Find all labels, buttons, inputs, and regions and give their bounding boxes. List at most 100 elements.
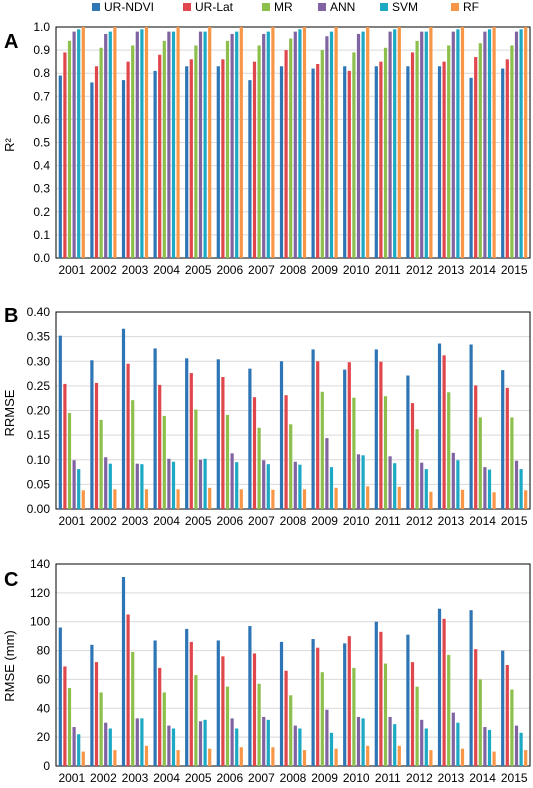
bar — [514, 725, 519, 766]
bar — [429, 27, 433, 258]
bar — [379, 361, 383, 509]
bar — [514, 31, 519, 259]
bar — [171, 31, 176, 259]
bar — [420, 719, 424, 766]
bar — [194, 45, 198, 259]
bar — [266, 464, 270, 509]
bar — [325, 36, 329, 258]
bar — [230, 33, 234, 259]
bar — [379, 631, 383, 766]
bar — [347, 70, 351, 258]
bar — [135, 31, 139, 259]
x-tick-label: 2004 — [153, 771, 180, 785]
legend-item: UR-NDVI — [92, 0, 154, 14]
bar — [99, 47, 103, 258]
bar — [343, 643, 347, 766]
bar — [225, 686, 230, 766]
bar — [194, 409, 198, 509]
y-tick-label: 0.9 — [33, 43, 50, 57]
bar — [216, 66, 220, 259]
bar — [442, 61, 446, 259]
x-tick-label: 2011 — [375, 514, 401, 528]
x-tick-label: 2007 — [248, 514, 275, 528]
bar — [63, 383, 67, 509]
x-tick-label: 2007 — [248, 771, 275, 785]
bar — [451, 712, 455, 766]
bar — [383, 47, 388, 258]
bar — [460, 489, 465, 509]
bar — [437, 608, 442, 766]
bar — [77, 29, 81, 259]
bar — [352, 52, 356, 258]
bar — [289, 695, 293, 766]
bar — [81, 27, 85, 258]
bar — [501, 650, 505, 766]
bar — [99, 692, 103, 766]
bar — [135, 718, 139, 766]
x-tick-label: 2011 — [375, 263, 401, 277]
bar — [320, 672, 324, 766]
y-axis-title: RMSE (mm) — [2, 630, 17, 702]
bar — [379, 61, 383, 259]
x-tick-label: 2009 — [311, 514, 338, 528]
bar — [198, 721, 203, 766]
x-tick-label: 2003 — [122, 771, 149, 785]
bar — [343, 369, 347, 509]
bar — [410, 403, 415, 509]
bar — [505, 387, 509, 509]
bar — [492, 492, 496, 509]
x-tick-label: 2012 — [406, 514, 433, 528]
bar — [478, 679, 482, 766]
bar — [420, 462, 424, 509]
bar — [474, 57, 478, 258]
bar — [460, 27, 465, 258]
bar — [113, 750, 117, 766]
bar — [235, 728, 239, 766]
x-tick-label: 2010 — [343, 263, 370, 277]
bar — [320, 50, 324, 258]
bar — [505, 665, 509, 766]
y-tick-label: 0.20 — [27, 404, 51, 418]
y-tick-label: 0.1 — [33, 228, 50, 242]
plot-frame — [55, 311, 531, 510]
bar — [397, 745, 401, 766]
bar — [478, 43, 482, 258]
bar — [171, 728, 176, 766]
bar — [447, 392, 451, 509]
bar — [221, 59, 225, 259]
bar — [262, 460, 266, 509]
bar — [487, 29, 492, 259]
bar — [90, 360, 94, 509]
bar — [311, 349, 315, 509]
x-tick-label: 2010 — [343, 771, 370, 785]
bar — [460, 748, 465, 766]
bar — [302, 750, 307, 766]
bar — [352, 397, 356, 509]
bar — [356, 454, 361, 509]
bar — [478, 417, 482, 509]
bar — [266, 719, 270, 766]
legend-swatch — [183, 3, 191, 11]
bar — [248, 626, 252, 766]
bar — [492, 27, 496, 258]
bar — [279, 361, 284, 509]
bar — [208, 748, 212, 766]
x-tick-label: 2013 — [438, 514, 465, 528]
bar — [519, 732, 523, 766]
bar — [171, 461, 176, 509]
bar — [293, 31, 297, 259]
legend-swatch — [380, 3, 388, 11]
bar — [442, 355, 446, 509]
x-tick-label: 2005 — [185, 514, 212, 528]
bar — [153, 70, 157, 258]
legend-item: ANN — [318, 0, 355, 14]
bar — [167, 458, 171, 509]
bar — [316, 63, 320, 259]
bar — [311, 639, 315, 766]
bar — [162, 692, 166, 766]
bar — [406, 634, 410, 766]
bar — [216, 359, 220, 509]
bar — [153, 640, 157, 766]
bar — [203, 31, 207, 259]
